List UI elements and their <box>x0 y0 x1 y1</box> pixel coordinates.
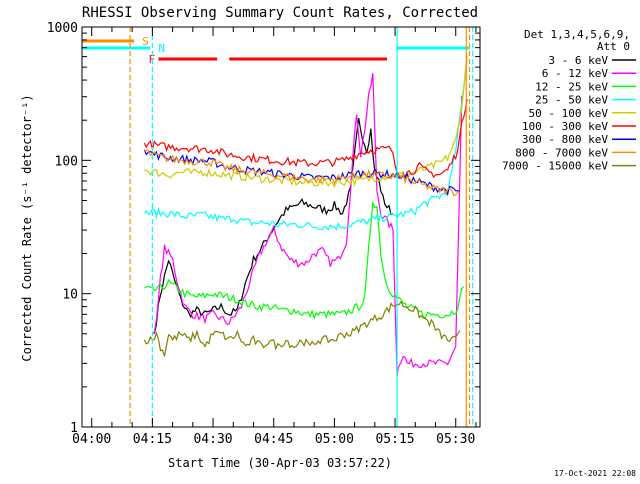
flag-label-S: S <box>142 35 149 48</box>
y-tick-label-1: 10 <box>62 288 78 303</box>
x-tick-label-1: 04:15 <box>133 432 172 447</box>
series-line-3 <box>143 58 468 231</box>
legend-label-5: 100 - 300 keV <box>522 120 608 133</box>
series-line-8 <box>143 300 461 357</box>
chart-title: RHESSI Observing Summary Count Rates, Co… <box>82 5 478 21</box>
plot-frame <box>81 26 481 428</box>
flag-label-N: N <box>158 42 165 55</box>
legend-header-1: Att 0 <box>597 40 630 53</box>
legend-label-1: 6 - 12 keV <box>542 67 609 80</box>
x-axis-label: Start Time (30-Apr-03 03:57:22) <box>168 456 392 470</box>
legend-label-3: 25 - 50 keV <box>535 94 608 107</box>
footer-timestamp: 17-Oct-2021 22:08 <box>554 469 636 478</box>
x-tick-label-5: 05:15 <box>375 432 414 447</box>
legend-label-7: 800 - 7000 keV <box>515 146 608 159</box>
legend-label-6: 300 - 800 keV <box>522 133 608 146</box>
x-tick-label-4: 05:00 <box>315 432 354 447</box>
legend-label-2: 12 - 25 keV <box>535 80 608 93</box>
legend-label-4: 50 - 100 keV <box>529 107 609 120</box>
y-tick-label-3: 1000 <box>47 21 78 36</box>
flag-label-F: F <box>148 53 155 66</box>
x-tick-label-2: 04:30 <box>193 432 232 447</box>
y-tick-label-0: 1 <box>70 421 78 436</box>
x-tick-label-0: 04:00 <box>72 432 111 447</box>
x-tick-label-6: 05:30 <box>436 432 475 447</box>
legend-label-0: 3 - 6 keV <box>548 54 608 67</box>
legend-header-0: Det 1,3,4,5,6,9, <box>524 28 630 41</box>
y-tick-label-2: 100 <box>55 154 78 169</box>
series-line-1 <box>152 73 463 377</box>
x-tick-label-3: 04:45 <box>254 432 293 447</box>
y-axis-label: Corrected Count Rate (s⁻¹ detector⁻¹) <box>20 94 34 361</box>
series-line-4 <box>144 56 468 189</box>
series-line-7 <box>144 149 460 197</box>
series-line-2 <box>144 200 465 320</box>
legend-label-8: 7000 - 15000 keV <box>502 160 608 173</box>
series-line-5 <box>143 98 468 179</box>
series-line-6 <box>143 149 461 196</box>
